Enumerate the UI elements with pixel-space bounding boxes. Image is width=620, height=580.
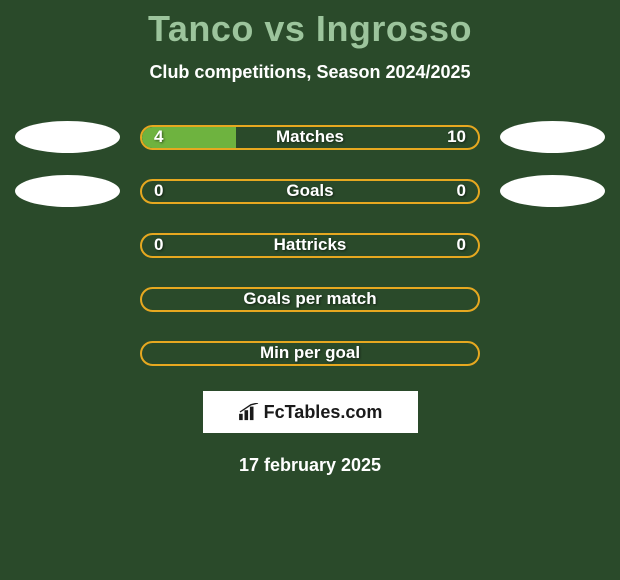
stat-row: Goals per match — [0, 283, 620, 315]
player-left-avatar — [15, 175, 120, 207]
stat-bar: 0 0 Hattricks — [140, 233, 480, 258]
stat-bar: 4 10 Matches — [140, 125, 480, 150]
spacer — [500, 337, 605, 369]
stat-row: 0 0 Hattricks — [0, 229, 620, 261]
stat-right-value: 10 — [447, 127, 466, 147]
stat-bar: Goals per match — [140, 287, 480, 312]
stat-row: 0 0 Goals — [0, 175, 620, 207]
stat-label: Goals — [286, 181, 333, 201]
stat-label: Hattricks — [274, 235, 347, 255]
stat-label: Goals per match — [243, 289, 376, 309]
player-left-avatar — [15, 121, 120, 153]
spacer — [15, 283, 120, 315]
spacer — [15, 337, 120, 369]
stat-left-value: 0 — [154, 235, 163, 255]
subtitle: Club competitions, Season 2024/2025 — [0, 62, 620, 83]
comparison-card: Tanco vs Ingrosso Club competitions, Sea… — [0, 0, 620, 476]
page-title: Tanco vs Ingrosso — [0, 8, 620, 50]
stat-right-value: 0 — [457, 181, 466, 201]
player-right-avatar — [500, 121, 605, 153]
stats-list: 4 10 Matches 0 0 Goals 0 0 Hattricks Goals per ma… — [0, 121, 620, 369]
stat-row: 4 10 Matches — [0, 121, 620, 153]
brand-chart-icon — [238, 403, 260, 421]
stat-label: Min per goal — [260, 343, 360, 363]
stat-bar: 0 0 Goals — [140, 179, 480, 204]
stat-right-value: 0 — [457, 235, 466, 255]
stat-row: Min per goal — [0, 337, 620, 369]
spacer — [500, 229, 605, 261]
brand-badge[interactable]: FcTables.com — [203, 391, 418, 433]
stat-left-value: 4 — [154, 127, 163, 147]
stat-bar: Min per goal — [140, 341, 480, 366]
stat-left-value: 0 — [154, 181, 163, 201]
player-right-avatar — [500, 175, 605, 207]
stat-label: Matches — [276, 127, 344, 147]
date-label: 17 february 2025 — [0, 455, 620, 476]
spacer — [15, 229, 120, 261]
brand-label: FcTables.com — [264, 402, 383, 423]
spacer — [500, 283, 605, 315]
